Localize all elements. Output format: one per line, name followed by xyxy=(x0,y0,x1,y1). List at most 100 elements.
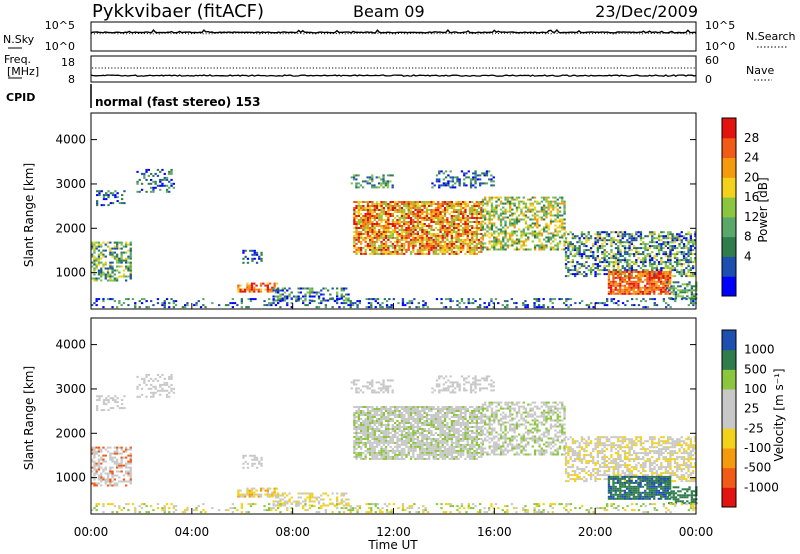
power-cell xyxy=(529,202,532,205)
power-cell xyxy=(163,178,166,181)
velocity-cell xyxy=(93,478,96,481)
velocity-cell xyxy=(154,385,157,388)
power-cell xyxy=(635,231,638,234)
velocity-cell xyxy=(386,389,390,392)
power-cell xyxy=(481,202,484,205)
power-cell xyxy=(495,210,498,213)
velocity-cell xyxy=(336,492,339,495)
power-cell xyxy=(443,207,447,209)
power-cell xyxy=(274,289,278,292)
power-cell xyxy=(685,253,688,256)
velocity-cell xyxy=(253,493,256,496)
velocity-cell xyxy=(378,438,381,440)
power-cell xyxy=(380,209,383,211)
power-cell xyxy=(360,219,363,221)
power-cell xyxy=(493,242,496,245)
power-cell xyxy=(465,176,468,179)
power-cell xyxy=(466,238,469,241)
power-cell xyxy=(416,252,419,255)
power-cell xyxy=(495,248,498,251)
power-cell xyxy=(421,209,424,211)
power-cell xyxy=(396,252,399,255)
power-cell xyxy=(598,247,602,250)
power-cell xyxy=(664,253,667,256)
velocity-cell xyxy=(113,460,116,463)
power-cell xyxy=(423,223,426,225)
power-cell xyxy=(394,221,397,223)
power-cell xyxy=(355,231,358,233)
power-cell xyxy=(91,245,94,248)
power-cell xyxy=(651,239,654,242)
power-cell xyxy=(134,304,137,307)
velocity-cell xyxy=(378,453,381,456)
power-cell xyxy=(347,304,350,307)
power-cell xyxy=(472,302,475,305)
power-cell xyxy=(93,279,96,282)
power-cell xyxy=(127,304,130,307)
power-cell xyxy=(434,215,438,217)
power-cell xyxy=(655,284,658,287)
power-cell xyxy=(473,252,476,255)
power-cell xyxy=(504,248,507,251)
velocity-cell xyxy=(251,458,254,461)
power-cell xyxy=(473,207,476,209)
power-cell xyxy=(685,247,688,250)
power-cell xyxy=(612,274,615,277)
power-cell xyxy=(479,306,482,309)
velocity-cell xyxy=(371,441,374,444)
power-cell xyxy=(449,300,452,303)
power-cell xyxy=(360,240,363,243)
velocity-cell xyxy=(373,410,376,412)
power-cell xyxy=(612,263,615,266)
velocity-cell xyxy=(391,441,394,444)
power-cell xyxy=(653,257,656,260)
velocity-cell xyxy=(389,449,392,452)
power-cell xyxy=(102,306,105,309)
power-cell xyxy=(689,302,693,305)
power-cell xyxy=(480,225,483,227)
power-cell xyxy=(603,273,606,276)
power-cell xyxy=(375,213,379,215)
power-cell xyxy=(286,295,289,298)
power-cell xyxy=(666,284,670,287)
power-cell xyxy=(378,248,381,251)
power-cell xyxy=(633,261,636,264)
velocity-cell xyxy=(364,436,367,438)
power-colorbar-label: Power [dB] xyxy=(756,177,770,242)
station-title: Pykkvibaer (fitACF) xyxy=(92,1,264,22)
power-cell xyxy=(621,245,624,248)
velocity-cell xyxy=(400,455,404,458)
power-cell xyxy=(502,232,505,235)
power-cell xyxy=(443,201,447,203)
power-cell xyxy=(366,207,370,209)
power-cell xyxy=(374,306,377,309)
power-cell xyxy=(389,174,392,177)
power-cell xyxy=(641,280,645,283)
velocity-cell xyxy=(355,434,358,436)
power-cell xyxy=(664,286,667,289)
velocity-cell xyxy=(407,441,410,444)
power-cell xyxy=(355,229,358,231)
power-cell xyxy=(493,206,496,209)
power-cell xyxy=(129,261,132,264)
power-cell xyxy=(382,207,385,209)
power-cell xyxy=(509,204,512,207)
power-cell xyxy=(345,287,348,290)
power-cell xyxy=(432,229,435,231)
velocity-cell xyxy=(118,480,121,483)
power-cell xyxy=(590,302,593,305)
power-cell xyxy=(635,247,638,250)
power-cell xyxy=(515,246,519,249)
power-cell xyxy=(515,208,519,211)
power-cell xyxy=(357,223,360,225)
velocity-cell xyxy=(355,455,358,458)
power-cell xyxy=(170,172,173,175)
power-cell xyxy=(272,295,275,298)
power-cell xyxy=(621,292,624,295)
velocity-cell xyxy=(109,472,112,475)
power-cell xyxy=(446,201,449,203)
power-cell xyxy=(623,267,627,270)
power-cell xyxy=(475,201,478,203)
power-cell xyxy=(471,248,474,251)
velocity-cell xyxy=(290,496,293,499)
